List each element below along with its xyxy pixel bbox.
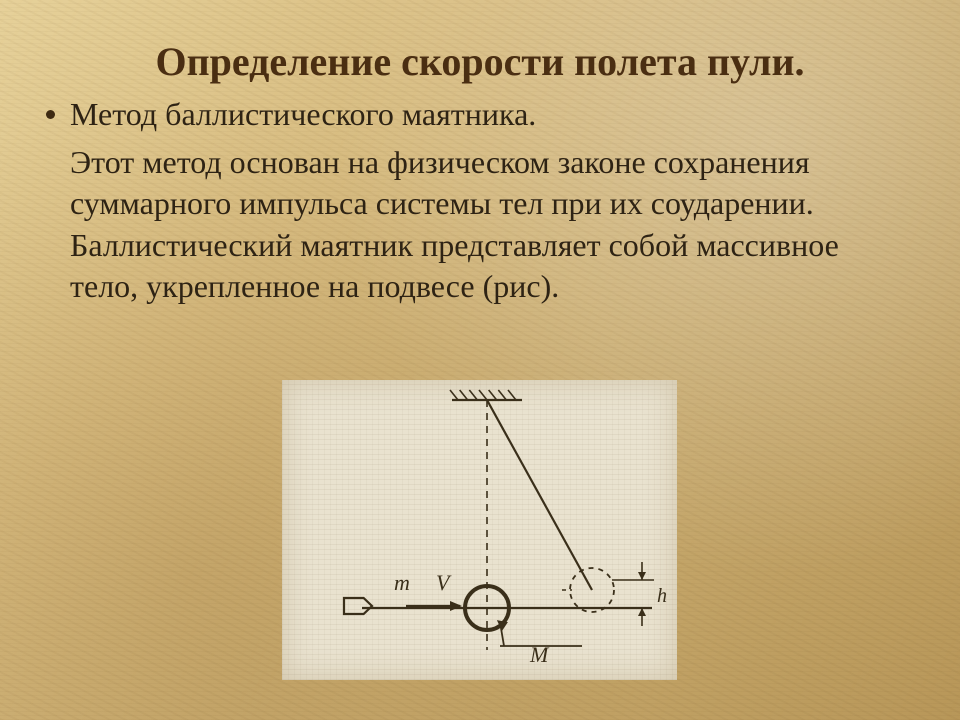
svg-text:V: V [436, 570, 452, 595]
bullet-icon [46, 110, 55, 119]
paragraph-text: Этот метод основан на физическом законе … [70, 142, 910, 308]
diagram-svg: m V Mh [282, 380, 677, 680]
svg-text:M: M [529, 642, 550, 667]
slide-title: Определение скорости полета пули. [0, 38, 960, 85]
body-text: Метод баллистического маятника. Этот мет… [70, 94, 910, 314]
slide: Определение скорости полета пули. Метод … [0, 0, 960, 720]
svg-text:m: m [394, 570, 410, 595]
svg-text:h: h [657, 585, 667, 607]
pendulum-diagram: m V Mh [282, 380, 677, 680]
bullet-line: Метод баллистического маятника. [70, 94, 910, 136]
